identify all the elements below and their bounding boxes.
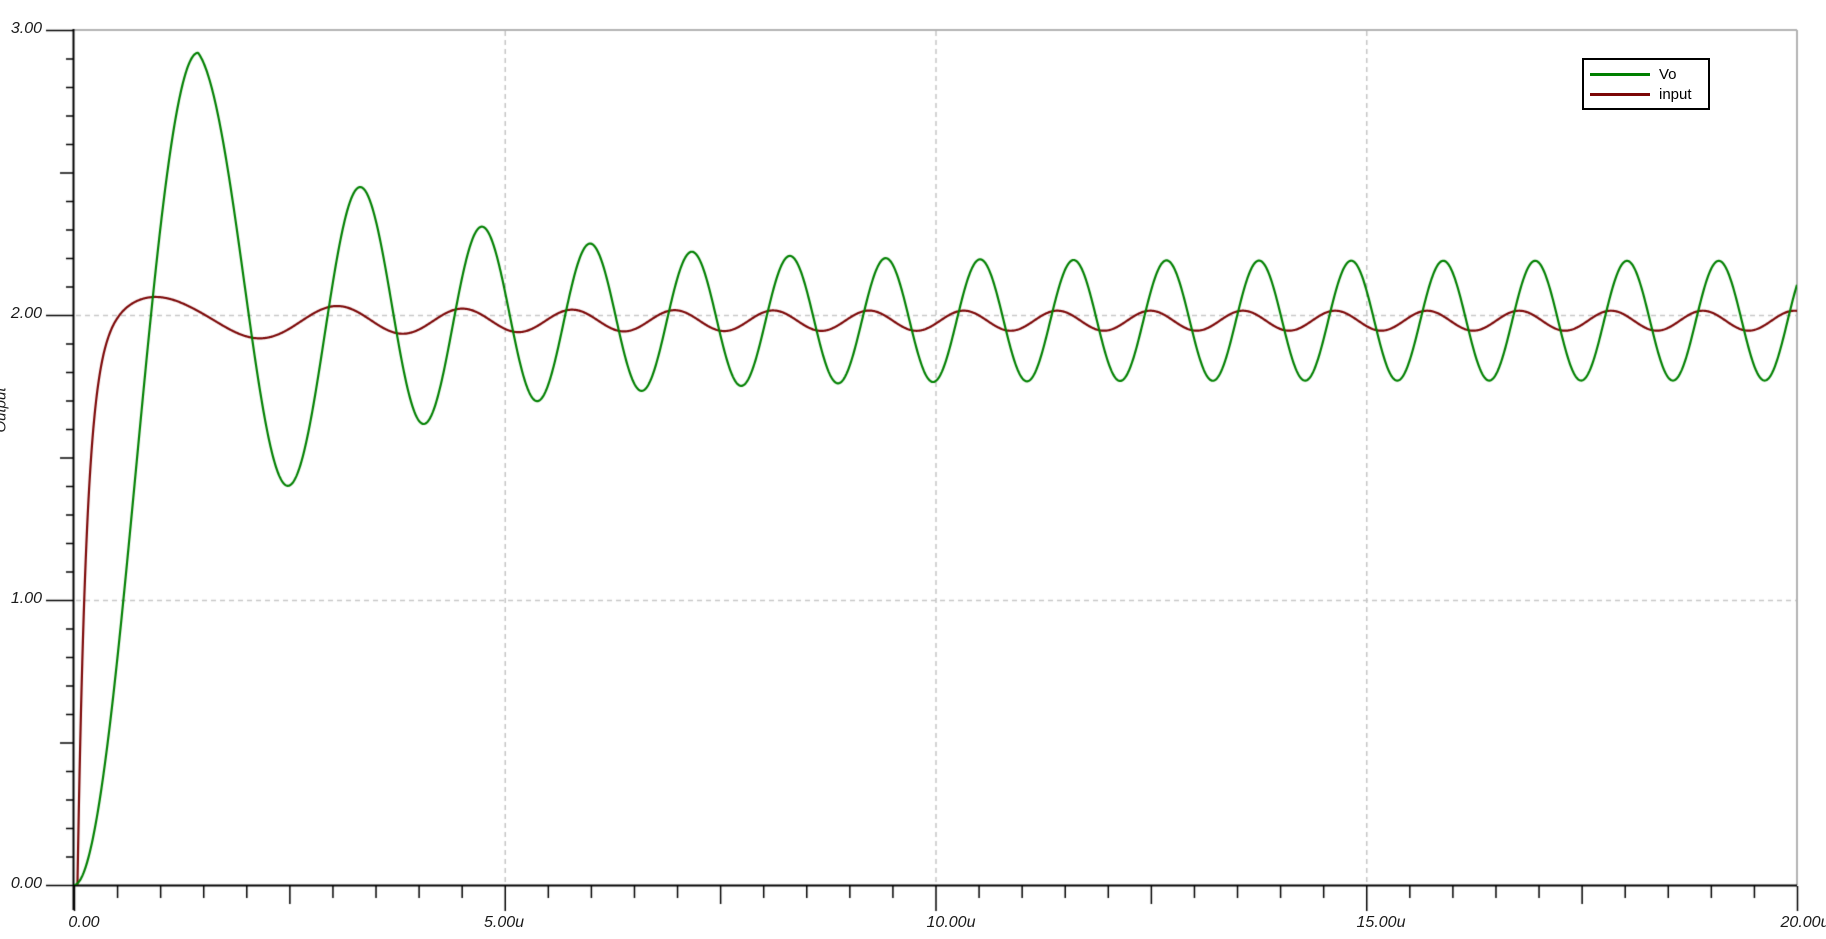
x-tick-label: 0.00 xyxy=(68,914,100,931)
x-tick-label: 20.00u xyxy=(1780,914,1826,931)
legend-label: input xyxy=(1659,85,1692,103)
legend-line-swatch xyxy=(1590,72,1650,76)
legend-line-swatch xyxy=(1590,92,1650,96)
legend[interactable]: Vo input xyxy=(1582,58,1710,110)
y-tick-label: 2.00 xyxy=(10,305,42,322)
legend-entry-input: input xyxy=(1590,84,1702,104)
x-tick-label: 10.00u xyxy=(926,914,976,931)
x-tick-label: 5.00u xyxy=(483,914,525,931)
y-axis-title: Output xyxy=(0,387,10,433)
legend-label: Vo xyxy=(1659,65,1677,83)
legend-entry-vo: Vo xyxy=(1590,64,1702,84)
x-tick-label: 15.00u xyxy=(1356,914,1406,931)
y-tick-label: 1.00 xyxy=(10,590,42,607)
y-tick-label: 0.00 xyxy=(10,875,42,892)
y-tick-label: 3.00 xyxy=(10,20,42,37)
